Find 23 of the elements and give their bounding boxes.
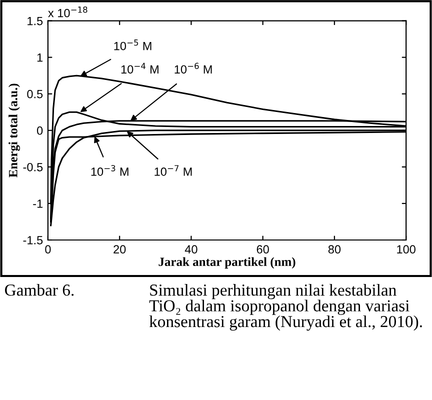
annotation: 10$^{−7}$ M [154,165,192,176]
y-tick-label: 1 [37,53,43,62]
x-tick-label: 0 [45,245,51,254]
y-tick-label: -1.5 [23,236,43,244]
x-tick-label: 100 [397,245,416,254]
x-tick-label: 40 [184,245,198,254]
x-tick-label: 80 [328,245,341,254]
y-tick-label: -0.5 [23,162,43,172]
x-tick-label: 60 [256,245,269,254]
y-tick-label: -1 [33,200,43,208]
y-tick-label: 0.5 [27,90,43,98]
x-axis-title: Jarak antar partikel (nm) [158,257,296,269]
text: Simulasi perhitungan nilai kestabilan TiO₂ dalam isopropanol dengan variasi konsentrasi garam (Nuryadi et al., 2010). [149,284,422,331]
y-tick-label: 1.5 [28,16,43,26]
x-tick-label: 20 [114,245,126,254]
text: x 10$^{−18}$ [48,6,88,18]
annotation: 10$^{−3}$ M [91,165,128,176]
annotation: 10$^{−6}$ M [174,62,212,74]
text: Gambar 6. [5,284,74,296]
annotation: 10$^{−5}$ M [114,40,152,50]
y-tick-label: 0 [36,126,43,135]
y-axis-title: Energi total (a.u.) [8,84,20,178]
annotation: 10$^{−4}$ M [121,62,158,74]
